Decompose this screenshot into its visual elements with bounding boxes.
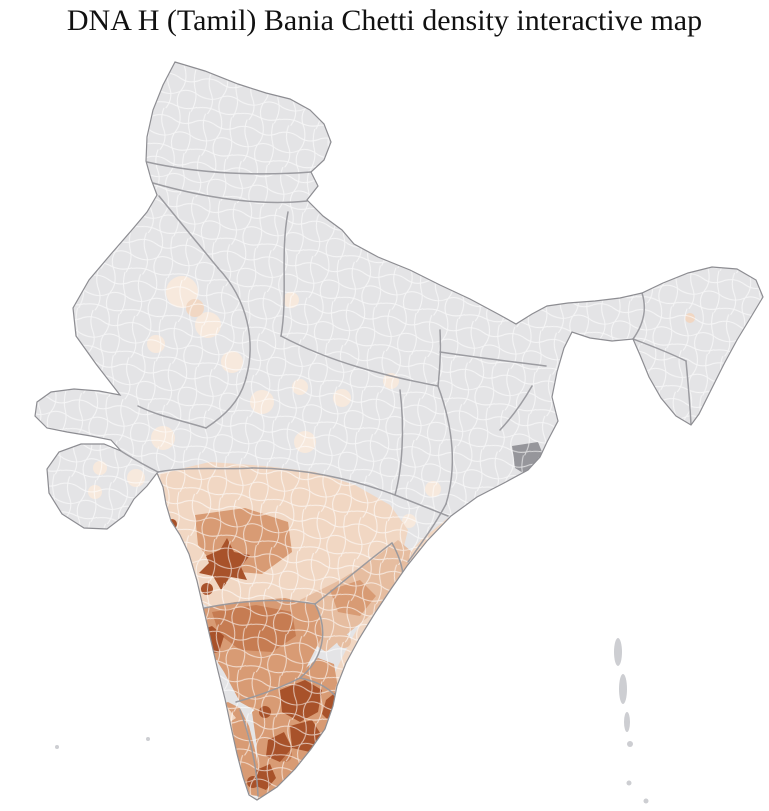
- andaman-island[interactable]: [624, 712, 630, 732]
- state-border-line: [437, 385, 454, 505]
- andaman-island[interactable]: [614, 638, 622, 666]
- state-border-line: [499, 385, 533, 431]
- andaman-island[interactable]: [619, 674, 627, 704]
- state-border-line: [251, 467, 449, 517]
- state-border-line: [299, 603, 324, 679]
- state-border-line: [120, 450, 159, 473]
- state-border-line: [239, 709, 259, 797]
- state-border-line: [407, 503, 447, 563]
- state-border-line: [314, 542, 393, 605]
- state-border-line: [158, 195, 219, 269]
- state-border-line: [137, 405, 207, 429]
- state-border-line: [205, 377, 247, 429]
- state-border-line: [157, 467, 253, 473]
- state-border-line: [280, 335, 439, 387]
- state-border-line: [235, 677, 301, 703]
- islands: [55, 638, 649, 804]
- state-border-line: [437, 329, 442, 387]
- state-border-line: [394, 389, 404, 496]
- state-border-line: [439, 351, 547, 367]
- state-borders: [120, 161, 692, 797]
- state-border-line: [152, 182, 308, 204]
- state-border-line: [146, 161, 312, 175]
- state-border-line: [280, 211, 289, 337]
- nicobar-island[interactable]: [626, 780, 632, 786]
- page-title: DNA H (Tamil) Bania Chetti density inter…: [66, 4, 703, 37]
- state-border-line: [685, 360, 692, 426]
- andaman-island[interactable]: [627, 741, 633, 747]
- india-outline: [34, 61, 764, 801]
- lakshadweep-island[interactable]: [146, 737, 150, 741]
- state-border-line: [632, 292, 645, 340]
- state-border-line: [632, 338, 687, 362]
- lakshadweep-island[interactable]: [55, 745, 59, 749]
- nicobar-island[interactable]: [643, 798, 649, 804]
- state-border-line: [217, 267, 251, 379]
